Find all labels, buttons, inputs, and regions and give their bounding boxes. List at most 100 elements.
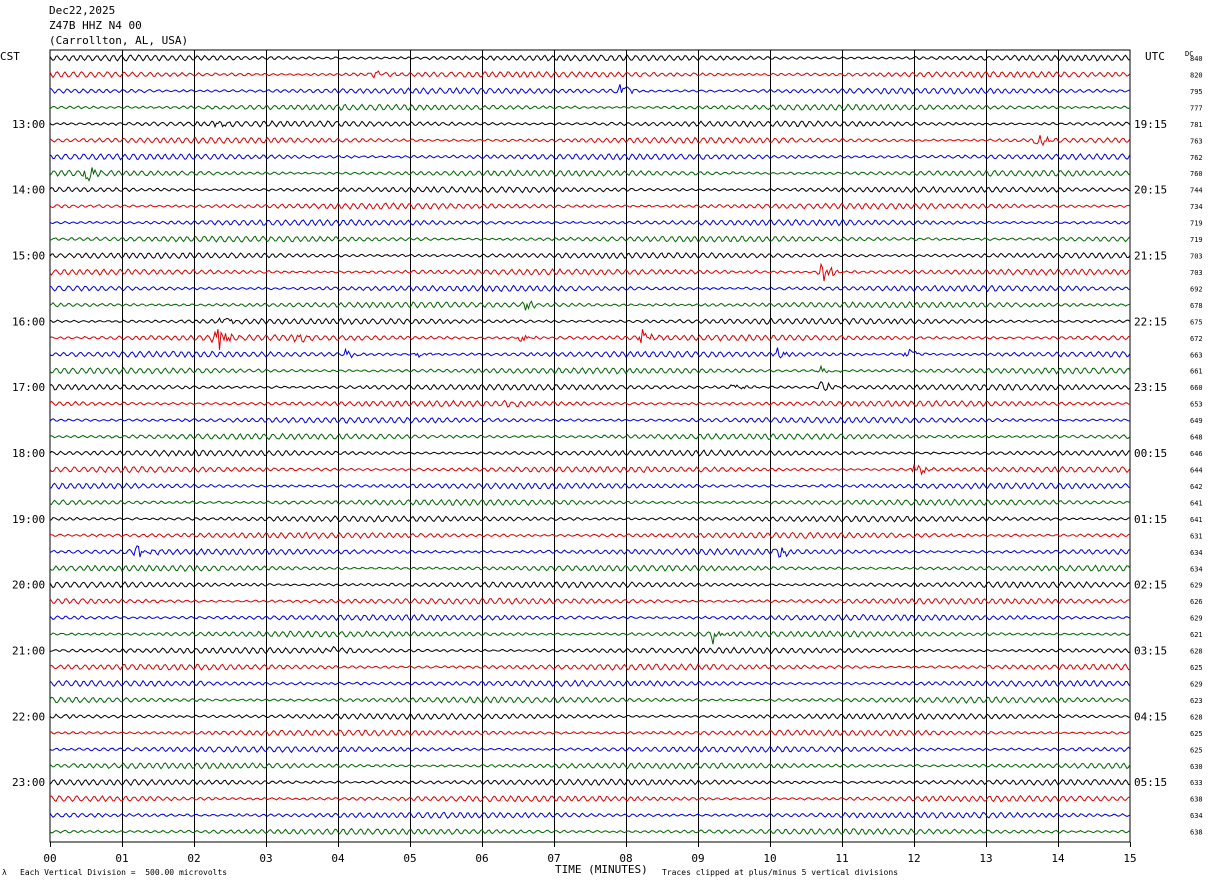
right-time-label: 04:15 [1134,710,1167,723]
dc-offset-value: 641 [1190,499,1203,507]
dc-offset-value: 638 [1190,829,1203,837]
seismic-trace [49,531,1131,540]
corner-mark: λ [2,868,7,877]
dc-offset-value: 644 [1190,467,1203,475]
dc-offset-value: 661 [1190,368,1203,376]
seismic-trace [49,380,1131,392]
dc-offset-value: 763 [1190,137,1203,145]
left-time-label: 19:00 [12,513,45,526]
dc-offset-value: 820 [1190,71,1203,79]
dc-offset-value: 628 [1190,713,1203,721]
x-tick-label: 05 [403,852,416,865]
plot-frame [49,49,1131,843]
right-time-label: 20:15 [1134,184,1167,197]
x-tick-label: 07 [547,852,560,865]
trace-group [49,54,1131,836]
station-id: Z47B HHZ N4 00 [49,19,142,32]
seismic-trace [49,167,1131,182]
right-time-label: 00:15 [1134,447,1167,460]
seismic-trace [49,463,1131,476]
dc-offset-value: 777 [1190,104,1203,112]
seismic-trace [49,564,1131,572]
seismic-trace [49,482,1131,490]
right-time-label: 19:15 [1134,118,1167,131]
dc-offset-value: 633 [1190,779,1203,787]
seismic-trace [49,794,1131,803]
dc-offset-labels: 840 820 795 777 781 763 762 760 744 734 719 719 703 7… [1190,55,1203,837]
dc-offset-value: 634 [1190,549,1203,557]
x-tick-label: 09 [691,852,704,865]
x-tick-label: 14 [1051,852,1065,865]
left-time-label: 14:00 [12,184,45,197]
left-time-label: 20:00 [12,579,45,592]
station-location: (Carrollton, AL, USA) [49,34,189,47]
seismic-trace [49,329,1131,350]
dc-offset-value: 641 [1190,516,1203,524]
seismic-trace [49,300,1131,311]
dc-offset-value: 628 [1190,648,1203,656]
seismic-trace [49,745,1131,754]
time-labels: 13:00 14:00 15:00 16:00 17:00 18:00 19:00 20:00… [12,118,1167,789]
dc-offset-value: 795 [1190,88,1203,96]
seismic-trace [49,84,1131,95]
left-time-label: 22:00 [12,710,45,723]
seismic-trace [49,284,1131,293]
seismic-trace [49,103,1131,112]
seismic-trace [49,347,1131,359]
x-tick-label: 12 [907,852,920,865]
dc-offset-value: 625 [1190,746,1203,754]
right-time-label: 02:15 [1134,579,1167,592]
dc-offset-value: 623 [1190,697,1203,705]
dc-offset-value: 760 [1190,170,1203,178]
left-time-label: 18:00 [12,447,45,460]
seismic-trace [49,152,1131,161]
dc-offset-value: 649 [1190,417,1203,425]
seismic-trace [49,778,1130,787]
dc-offset-value: 629 [1190,615,1203,623]
left-time-label: 23:00 [12,776,45,789]
dc-offset-value: 840 [1190,55,1203,63]
dc-offset-value: 634 [1190,812,1203,820]
x-tick-label: 02 [187,852,200,865]
dc-offset-value: 675 [1190,318,1203,326]
seismic-trace [50,645,1131,655]
seismic-trace [49,70,1131,79]
dc-offset-value: 631 [1190,532,1203,540]
dc-offset-value: 663 [1190,351,1203,359]
dc-offset-value: 629 [1190,582,1203,590]
x-tick-label: 06 [475,852,488,865]
seismic-trace [49,679,1131,688]
seismic-trace [49,630,1131,645]
left-time-label: 21:00 [12,645,45,658]
x-tick-label: 01 [115,852,128,865]
right-time-label: 03:15 [1134,645,1167,658]
seismic-trace [49,498,1131,507]
seismic-trace [49,251,1131,260]
seismic-trace [49,364,1131,375]
seismic-trace [49,416,1131,424]
seismic-trace [49,597,1131,605]
seismic-trace [49,54,1131,62]
seismic-trace [49,317,1131,326]
seismic-trace [49,827,1131,836]
right-time-label: 23:15 [1134,381,1167,394]
x-tick-labels: 00 01 02 03 04 05 06 07 08 09 10 11 12 13 14 15 [43,852,1136,865]
x-tick-label: 15 [1123,852,1136,865]
dc-offset-value: 638 [1190,796,1203,804]
seismic-trace [49,218,1131,227]
dc-offset-value: 678 [1190,302,1203,310]
seismic-trace [49,712,1130,721]
right-time-label: 21:15 [1134,250,1167,263]
x-tick-label: 03 [259,852,272,865]
dc-offset-value: 646 [1190,450,1203,458]
left-time-label: 17:00 [12,381,45,394]
right-time-label: 22:15 [1134,315,1167,328]
seismic-trace [49,696,1131,704]
dc-offset-value: 703 [1190,253,1203,261]
dc-offset-value: 781 [1190,121,1203,129]
left-timezone-label: CST [0,50,20,63]
seismic-trace [49,811,1131,819]
clip-note: Traces clipped at plus/minus 5 vertical … [662,868,899,877]
x-tick-label: 08 [619,852,632,865]
